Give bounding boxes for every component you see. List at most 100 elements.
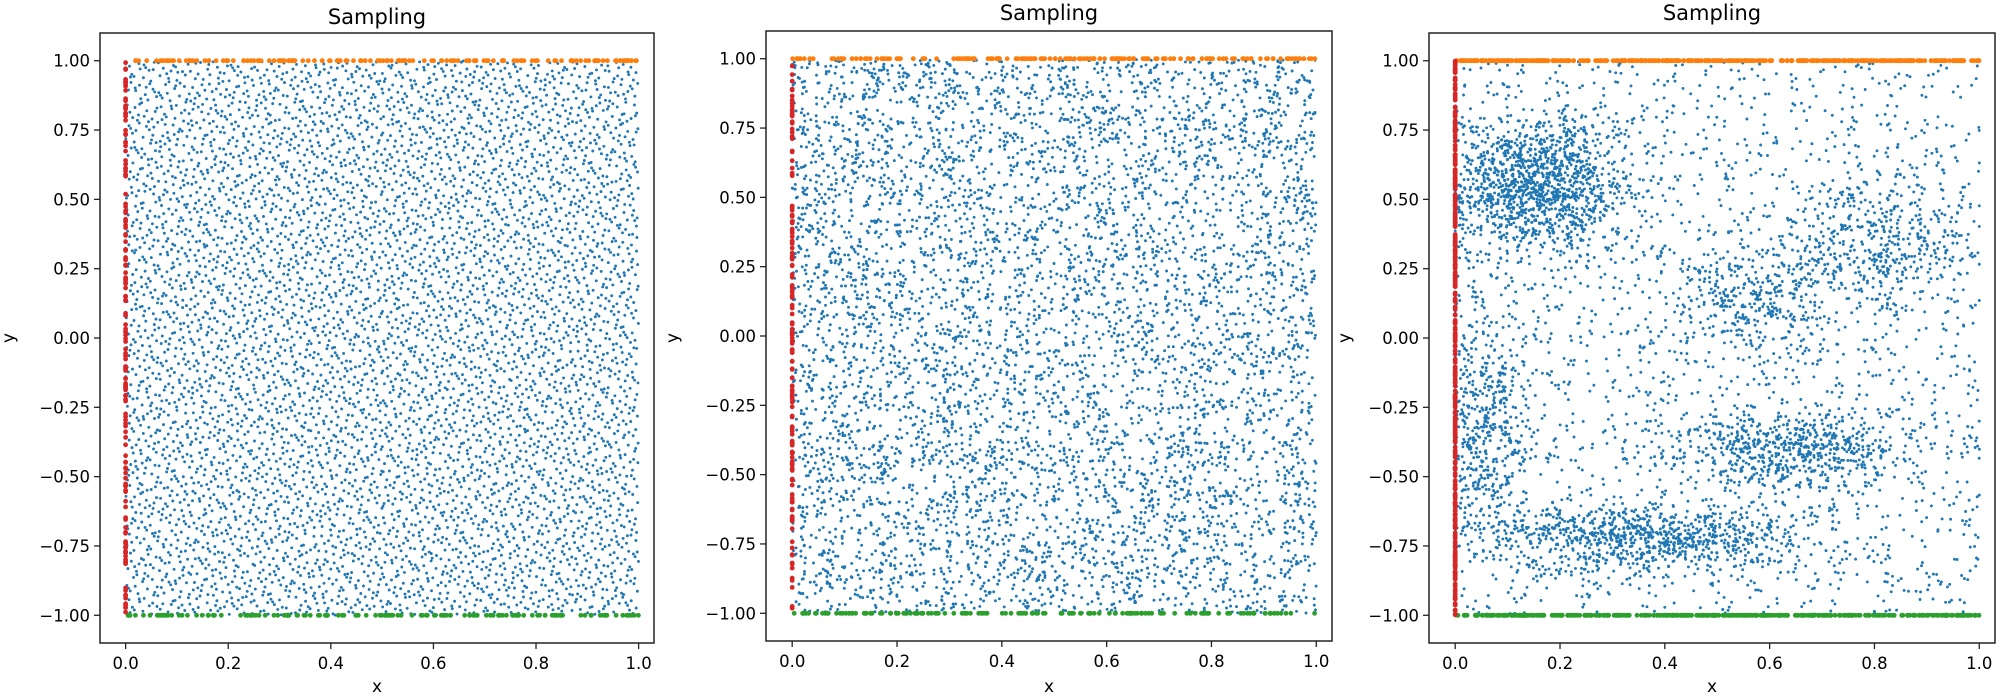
interior-point — [294, 116, 298, 120]
interior-point — [451, 285, 455, 289]
interior-point — [341, 175, 345, 179]
interior-point — [430, 589, 433, 593]
interior-point — [258, 431, 262, 435]
interior-point — [496, 359, 499, 363]
interior-point — [416, 214, 420, 218]
interior-point — [291, 568, 295, 571]
interior-point — [258, 309, 262, 312]
interior-point — [570, 496, 574, 499]
interior-point — [390, 437, 394, 440]
interior-point — [455, 434, 459, 438]
interior-point — [566, 274, 570, 278]
interior-point — [274, 86, 278, 90]
interior-point — [476, 392, 480, 396]
interior-point — [593, 434, 597, 438]
interior-point — [533, 126, 537, 130]
interior-point — [373, 339, 377, 343]
interior-point — [298, 394, 302, 398]
interior-point — [444, 280, 448, 284]
interior-point — [624, 363, 628, 367]
interior-point — [299, 603, 303, 607]
interior-point — [224, 266, 228, 270]
interior-point — [242, 235, 246, 239]
interior-point — [180, 444, 184, 448]
interior-point — [230, 226, 234, 229]
interior-point — [480, 461, 484, 464]
interior-point — [479, 599, 483, 602]
interior-point — [369, 304, 372, 308]
interior-point — [158, 607, 162, 611]
interior-point — [355, 265, 359, 269]
interior-point — [149, 350, 153, 354]
interior-point — [296, 386, 300, 390]
interior-point — [215, 533, 219, 537]
interior-point — [574, 96, 578, 100]
interior-point — [342, 278, 346, 282]
interior-point — [207, 187, 211, 191]
interior-point — [254, 197, 258, 201]
interior-point — [253, 469, 257, 473]
interior-point — [235, 253, 239, 256]
interior-point — [630, 265, 634, 269]
interior-point — [418, 520, 422, 524]
interior-point — [193, 313, 197, 317]
interior-point — [373, 428, 377, 432]
interior-point — [374, 160, 378, 164]
interior-point — [159, 496, 163, 500]
interior-point — [622, 465, 626, 469]
interior-point — [313, 502, 317, 506]
interior-point — [495, 270, 499, 274]
interior-point — [502, 385, 506, 389]
interior-point — [168, 374, 172, 378]
interior-point — [411, 222, 415, 225]
interior-point — [486, 609, 489, 613]
interior-point — [220, 576, 223, 580]
interior-point — [182, 281, 186, 285]
interior-point — [576, 486, 580, 490]
interior-point — [606, 64, 610, 68]
interior-point — [405, 94, 409, 98]
interior-point — [445, 123, 449, 126]
interior-point — [629, 117, 633, 120]
interior-point — [271, 557, 275, 561]
interior-point — [326, 249, 330, 253]
interior-point — [328, 273, 331, 277]
interior-point — [600, 293, 603, 297]
interior-point — [142, 537, 146, 541]
interior-point — [327, 339, 331, 343]
interior-point — [471, 343, 475, 347]
interior-point — [297, 549, 301, 553]
interior-point — [349, 606, 353, 610]
interior-point — [434, 153, 438, 157]
interior-point — [478, 434, 482, 437]
interior-point — [138, 600, 142, 604]
interior-point — [334, 546, 338, 549]
interior-point — [143, 269, 147, 273]
interior-point — [172, 320, 176, 324]
interior-point — [272, 307, 276, 311]
interior-point — [270, 437, 274, 441]
interior-point — [414, 244, 418, 248]
interior-point — [338, 464, 342, 468]
interior-point — [435, 142, 439, 146]
interior-point — [431, 576, 435, 580]
interior-point — [368, 488, 372, 492]
interior-point — [516, 514, 520, 518]
interior-point — [238, 100, 242, 104]
interior-point — [463, 204, 467, 208]
interior-point — [358, 364, 362, 368]
interior-point — [481, 171, 485, 174]
interior-point — [526, 412, 529, 416]
interior-point — [510, 462, 514, 466]
interior-point — [295, 92, 299, 96]
interior-point — [280, 248, 284, 252]
interior-point — [147, 228, 151, 232]
interior-point — [317, 549, 321, 553]
interior-point — [287, 268, 291, 272]
interior-point — [228, 255, 232, 259]
interior-point — [261, 149, 265, 153]
interior-point — [355, 153, 359, 157]
interior-point — [377, 458, 381, 462]
interior-point — [402, 101, 406, 104]
interior-point — [341, 439, 345, 443]
